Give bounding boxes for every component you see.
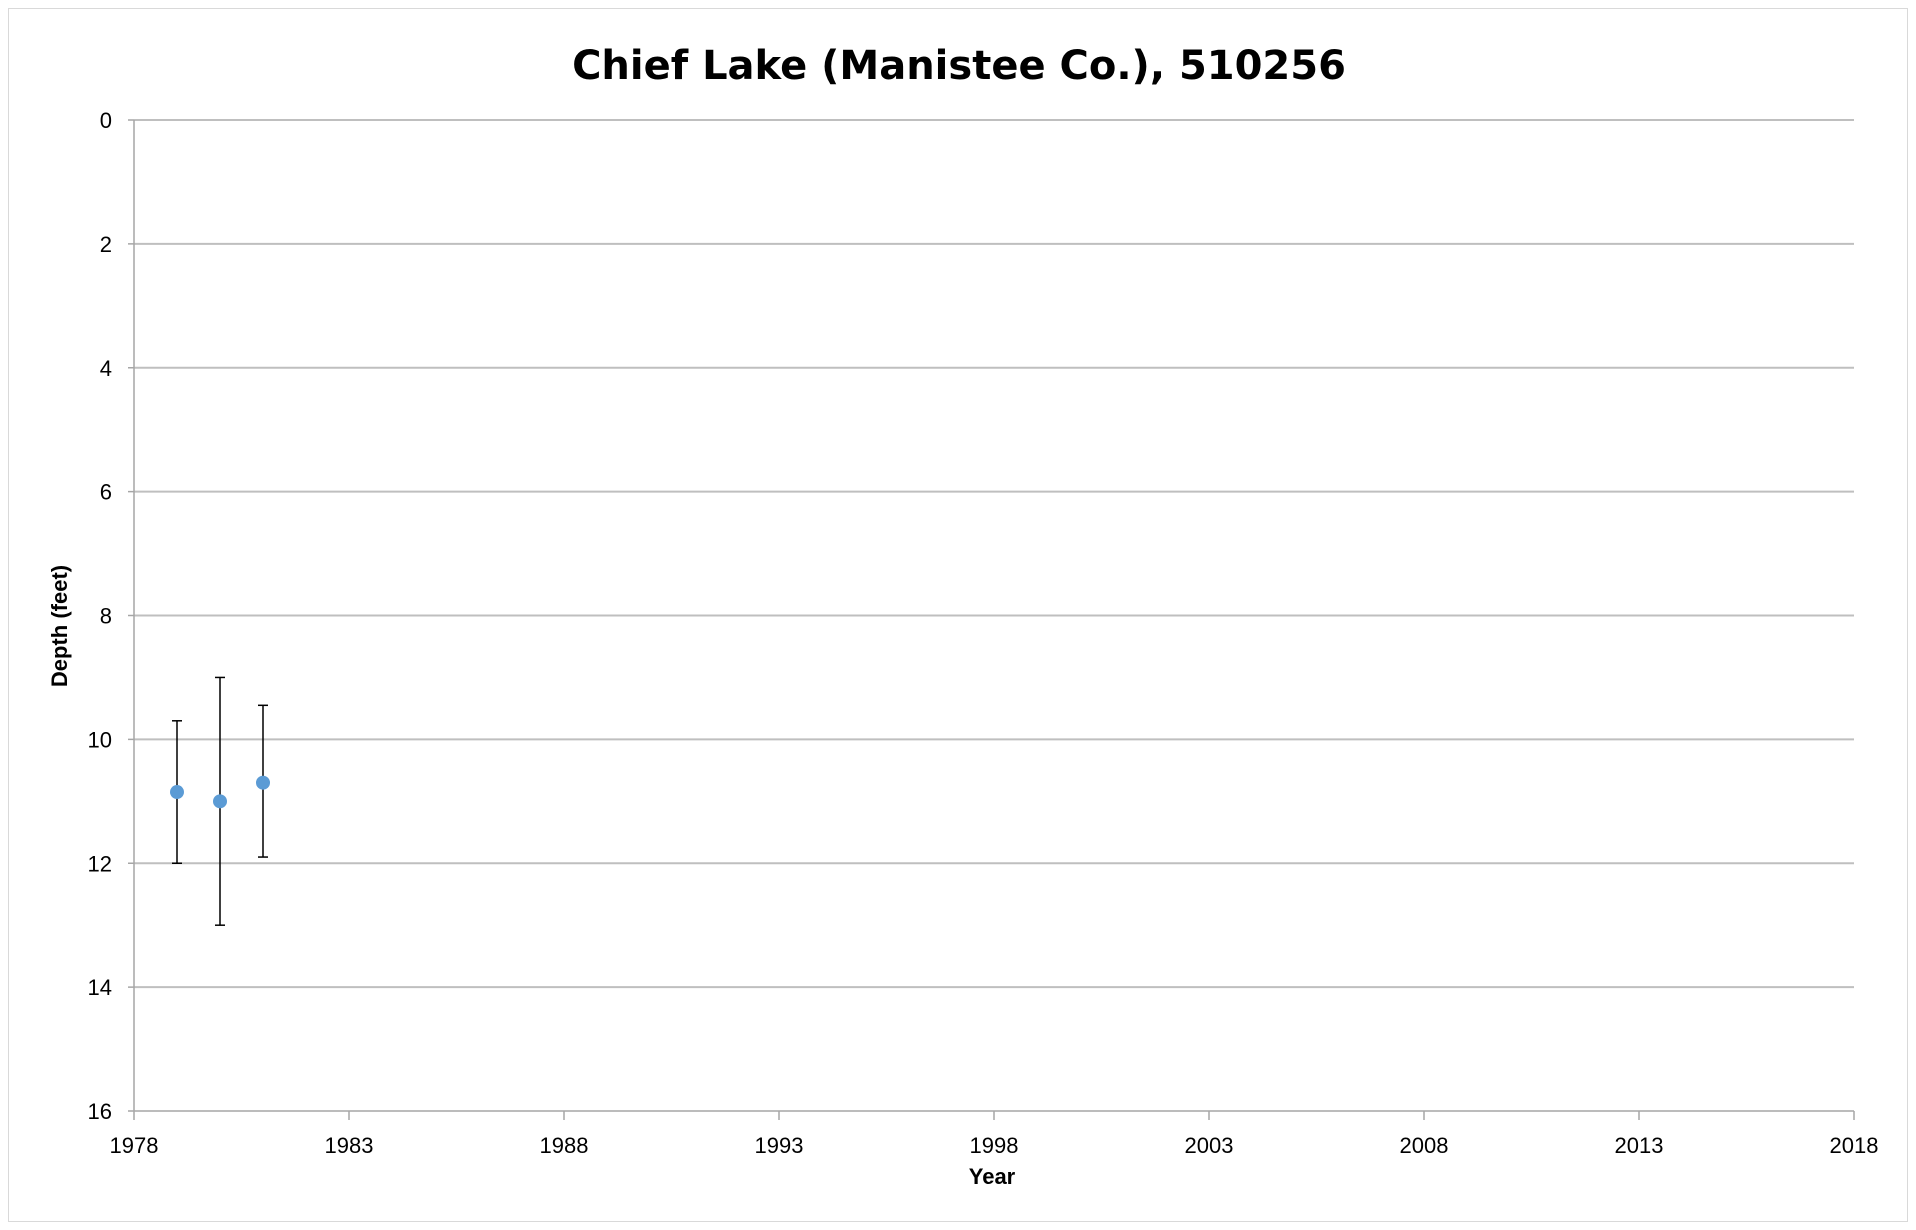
- x-tick-label-2013: 2013: [1615, 1133, 1664, 1158]
- y-tick-label-8: 8: [100, 604, 112, 629]
- y-tick-label-2: 2: [100, 232, 112, 257]
- depth-chart: Chief Lake (Manistee Co.), 510256 0 2 4 6 8 1…: [47, 43, 1879, 1189]
- x-tick-label-1983: 1983: [325, 1133, 374, 1158]
- y-tick-label-4: 4: [100, 356, 112, 381]
- y-tick-label-16: 16: [88, 1099, 112, 1124]
- data-point-2: [213, 794, 227, 809]
- x-tick-label-2008: 2008: [1400, 1133, 1449, 1158]
- gridlines: [134, 119, 1854, 989]
- x-tick-labels: 1978 1983 1988 1993 1998 2003 2008 2013 2018: [110, 1133, 1879, 1158]
- y-tick-label-10: 10: [88, 727, 112, 752]
- x-axis-title: Year: [969, 1164, 1016, 1189]
- x-tick-label-1978: 1978: [110, 1133, 159, 1158]
- data-points: [170, 775, 270, 809]
- data-point-3: [256, 775, 270, 790]
- y-axis-title: Depth (feet): [47, 565, 72, 687]
- y-tick-label-6: 6: [100, 480, 112, 505]
- data-point-1: [170, 785, 184, 800]
- y-tick-label-12: 12: [88, 851, 112, 876]
- x-tick-label-1998: 1998: [970, 1133, 1019, 1158]
- x-tick-label-1993: 1993: [755, 1133, 804, 1158]
- chart-frame: Chief Lake (Manistee Co.), 510256 0 2 4 6 8 1…: [8, 8, 1908, 1222]
- x-tick-label-2018: 2018: [1830, 1133, 1879, 1158]
- y-tick-labels: 0 2 4 6 8 10 12 14 16: [88, 108, 112, 1124]
- y-tick-label-14: 14: [88, 975, 112, 1000]
- x-tick-label-1988: 1988: [540, 1133, 589, 1158]
- axes: [128, 119, 1855, 1120]
- y-tick-label-0: 0: [100, 108, 112, 133]
- chart-title: Chief Lake (Manistee Co.), 510256: [572, 43, 1346, 89]
- x-tick-label-2003: 2003: [1185, 1133, 1234, 1158]
